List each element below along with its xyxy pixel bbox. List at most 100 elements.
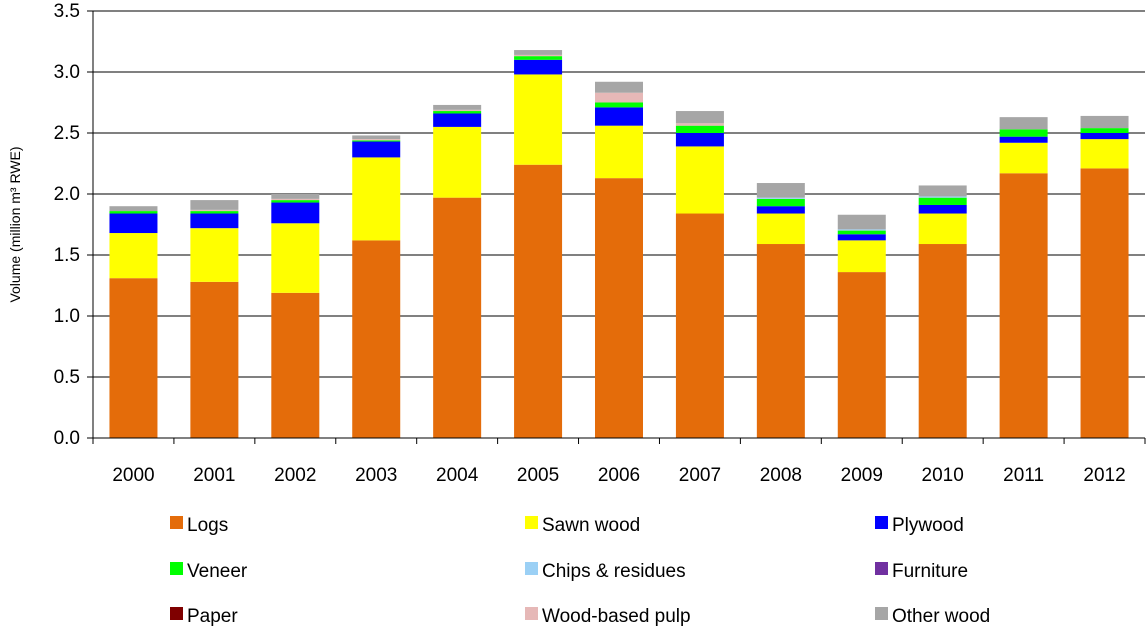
- legend-label: Paper: [187, 606, 238, 627]
- bar-segment: [999, 142, 1048, 174]
- bar-segment: [433, 109, 482, 112]
- bar-segment: [271, 292, 320, 438]
- bars: [109, 50, 1129, 438]
- bar-segment: [675, 146, 724, 214]
- bar-segment: [837, 234, 886, 241]
- bar-segment: [999, 173, 1048, 438]
- legend-label: Sawn wood: [542, 515, 640, 536]
- x-tick-label: 2012: [1083, 465, 1125, 486]
- bar-segment: [918, 197, 967, 205]
- bar-segment: [433, 126, 482, 198]
- legend-label: Plywood: [892, 515, 964, 536]
- axes: [87, 10, 1146, 444]
- bar-segment: [433, 197, 482, 438]
- x-tick-label: 2000: [112, 465, 154, 486]
- bar-segment: [271, 223, 320, 293]
- x-tick-label: 2001: [193, 465, 235, 486]
- bar-segment: [756, 183, 805, 198]
- bar-segment: [514, 164, 563, 438]
- bar-segment: [433, 104, 482, 110]
- legend-swatch: [170, 607, 183, 620]
- bar-segment: [675, 111, 724, 124]
- bar-segment: [837, 272, 886, 438]
- legend-swatch: [875, 562, 888, 575]
- x-tick-label: 2004: [436, 465, 479, 486]
- bar-segment: [514, 74, 563, 165]
- legend: Logs Sawn wood Plywood Veneer Chips & residu…: [170, 515, 990, 627]
- bar-segment: [595, 81, 643, 93]
- bar-segment: [271, 200, 320, 203]
- bar-segment: [271, 202, 320, 224]
- y-tick-label: 1.5: [54, 245, 80, 266]
- bar-segment: [514, 56, 563, 60]
- legend-label: Furniture: [892, 561, 968, 582]
- x-tick-label: 2006: [598, 465, 640, 486]
- bar-segment: [1080, 133, 1129, 140]
- bar-segment: [109, 213, 158, 234]
- bar-segment: [756, 213, 805, 245]
- bar-segment: [918, 185, 967, 197]
- bar-segment: [595, 107, 643, 126]
- x-tick-label: 2002: [274, 465, 316, 486]
- bar-segment: [837, 240, 886, 273]
- bar-segment: [756, 198, 805, 207]
- x-tick-label: 2011: [1003, 465, 1044, 486]
- bar-segment: [190, 281, 239, 438]
- x-tick-label: 2008: [760, 465, 802, 486]
- bar-segment: [837, 229, 886, 231]
- bar-segment: [756, 244, 805, 438]
- y-tick-label: 1.0: [54, 306, 80, 327]
- bar-segment: [999, 136, 1048, 143]
- bar-segment: [675, 133, 724, 147]
- bar-segment: [1080, 168, 1129, 438]
- legend-swatch: [525, 607, 538, 620]
- bar-segment: [918, 204, 967, 214]
- bar-segment: [109, 278, 158, 438]
- bar-segment: [271, 198, 320, 201]
- x-tick-label: 2010: [922, 465, 964, 486]
- bar-segment: [918, 213, 967, 245]
- bar-segment: [1080, 128, 1129, 133]
- bar-segment: [190, 211, 239, 214]
- y-tick-label: 0.0: [54, 428, 80, 449]
- bar-segment: [352, 139, 401, 141]
- bar-segment: [109, 211, 158, 214]
- bar-segment: [190, 209, 239, 212]
- bar-segment: [756, 206, 805, 214]
- bar-segment: [595, 92, 643, 103]
- bar-segment: [837, 214, 886, 230]
- bar-segment: [1080, 139, 1129, 169]
- bar-segment: [271, 194, 320, 199]
- bar-segment: [595, 178, 643, 438]
- x-tick-label: 2005: [517, 465, 559, 486]
- tick-labels: 0.0 0.5 1.0 1.5 2.0 2.5 3.0 3.5 2000 2001 2002 2003…: [54, 1, 1126, 486]
- bar-segment: [514, 59, 563, 75]
- legend-label: Wood-based pulp: [542, 606, 691, 627]
- bar-segment: [190, 200, 239, 210]
- bar-segment: [595, 102, 643, 108]
- bar-segment: [190, 228, 239, 282]
- bar-segment: [675, 123, 724, 126]
- legend-label: Veneer: [187, 561, 248, 582]
- legend-swatch: [525, 562, 538, 575]
- legend-swatch: [170, 516, 183, 529]
- bar-segment: [352, 141, 401, 158]
- bar-segment: [514, 54, 563, 57]
- bar-segment: [756, 197, 805, 199]
- bar-segment: [675, 125, 724, 133]
- bar-segment: [999, 129, 1048, 137]
- bar-segment: [190, 213, 239, 229]
- bar-segment: [1080, 115, 1129, 129]
- legend-label: Logs: [187, 515, 228, 536]
- legend-swatch: [170, 562, 183, 575]
- bar-segment: [675, 213, 724, 438]
- bar-segment: [837, 230, 886, 235]
- y-tick-label: 0.5: [54, 367, 80, 388]
- bar-segment: [109, 233, 158, 279]
- y-tick-label: 3.0: [54, 62, 80, 83]
- y-tick-label: 2.5: [54, 123, 80, 144]
- bar-segment: [433, 111, 482, 114]
- y-axis-title: Volume (million m³ RWE): [7, 146, 23, 302]
- bar-segment: [918, 196, 967, 198]
